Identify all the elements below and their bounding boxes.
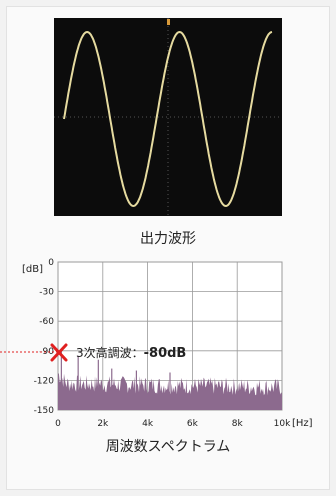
x-axis-label: [Hz] <box>292 418 313 429</box>
trigger-marker <box>167 19 170 25</box>
waveform-line <box>63 30 273 208</box>
harmonic-label: 3次高調波： <box>76 346 144 360</box>
spectrum-caption: 周波数スペクトラム <box>105 439 231 455</box>
x-tick-label: 8k <box>232 419 244 429</box>
x-tick-label: 6k <box>187 419 199 429</box>
y-tick-label: -30 <box>39 288 54 298</box>
waveform-grid <box>54 18 282 216</box>
y-tick-label: -90 <box>39 347 54 357</box>
x-tick-label: 0 <box>55 419 61 429</box>
y-tick-label: 0 <box>48 258 54 268</box>
y-tick-label: -120 <box>34 376 55 386</box>
spectrum-peaks <box>60 349 171 410</box>
harmonic-value: -80dB <box>143 346 187 361</box>
harmonic-annotation: 3次高調波：-80dB <box>76 344 186 361</box>
x-tick-label: 10k <box>274 419 291 429</box>
harmonic-cross-marker <box>50 343 68 362</box>
waveform-plot <box>54 18 282 216</box>
x-tick-label: 2k <box>97 419 109 429</box>
y-tick-label: -150 <box>34 406 55 416</box>
x-tick-label: 4k <box>142 419 154 429</box>
y-axis-label: [dB] <box>22 264 43 275</box>
oscilloscope-screen <box>54 18 282 216</box>
waveform-caption: 出力波形 <box>140 231 196 247</box>
spectrum-chart: 0 -30 -60 -90 -120 -150 0 2k 4k 6k 8k 10k [dB] [Hz… <box>0 258 313 429</box>
x-tick-labels: 0 2k 4k 6k 8k 10k <box>55 419 291 429</box>
y-tick-label: -60 <box>39 317 54 327</box>
y-tick-labels: 0 -30 -60 -90 -120 -150 <box>34 258 55 416</box>
